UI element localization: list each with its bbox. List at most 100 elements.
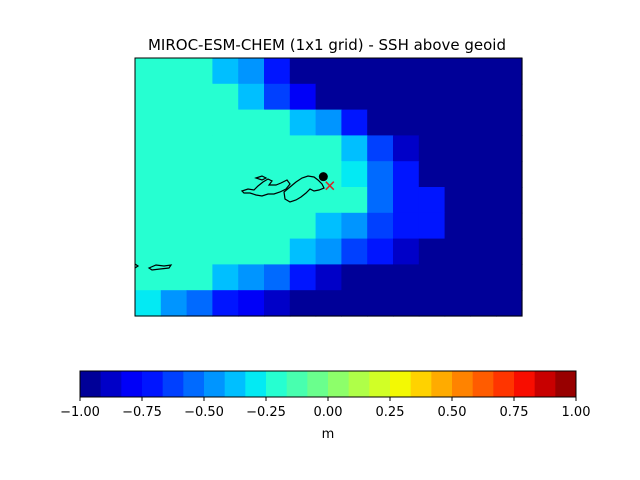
point-marker-circle — [318, 172, 328, 182]
heatmap-cell — [186, 109, 213, 136]
colorbar-segment — [390, 371, 412, 397]
heatmap-cell — [135, 83, 162, 111]
point-marker-x — [325, 181, 335, 191]
heatmap-cell — [212, 212, 239, 240]
heatmap-cell — [289, 58, 317, 85]
heatmap-cell — [135, 238, 162, 265]
heatmap-cell — [393, 58, 420, 85]
heatmap-cell — [160, 187, 188, 214]
map-frame — [134, 57, 523, 317]
colorbar-segment — [472, 371, 494, 397]
heatmap-cell — [496, 135, 523, 162]
heatmap-cell — [160, 109, 188, 136]
chart-title: MIROC-ESM-CHEM (1x1 grid) - SSH above ge… — [148, 36, 506, 54]
heatmap-cell — [264, 264, 291, 291]
heatmap-cell — [238, 212, 265, 240]
heatmap-cell — [496, 238, 523, 265]
heatmap-cell — [393, 238, 420, 265]
heatmap-cell — [367, 187, 394, 214]
heatmap-cell — [470, 161, 497, 188]
heatmap-cell — [393, 212, 420, 240]
heatmap-cell — [418, 212, 446, 240]
heatmap-cell — [238, 58, 265, 85]
heatmap-cell — [212, 109, 239, 136]
colorbar-tick-label: −0.25 — [246, 405, 286, 420]
heatmap-cell — [470, 58, 497, 85]
heatmap-cell — [315, 290, 342, 317]
colorbar-segment — [328, 371, 350, 397]
colorbar-segment — [183, 371, 205, 397]
heatmap-cell — [186, 187, 213, 214]
heatmap-cell — [212, 187, 239, 214]
colorbar-segment — [410, 371, 432, 397]
heatmap-cell — [367, 290, 394, 317]
heatmap-cell — [496, 161, 523, 188]
colorbar-segment — [162, 371, 184, 397]
heatmap-cell — [289, 83, 317, 111]
heatmap-cell — [418, 58, 446, 85]
colorbar-tick-label: 0.50 — [438, 405, 467, 420]
heatmap-cell — [238, 109, 265, 136]
heatmap-cell — [341, 161, 368, 188]
colorbar-tick-label: 0.00 — [314, 405, 343, 420]
heatmap-cell — [367, 58, 394, 85]
heatmap-cell — [444, 161, 471, 188]
colorbar-segment — [80, 371, 102, 397]
heatmap-cell — [444, 212, 471, 240]
heatmap-cell — [186, 238, 213, 265]
heatmap-cell — [315, 238, 342, 265]
heatmap-cell — [135, 161, 162, 188]
heatmap-cell — [393, 109, 420, 136]
heatmap-cell — [135, 58, 162, 85]
heatmap-cell — [341, 264, 368, 291]
heatmap-cell — [135, 135, 162, 162]
heatmap-cell — [289, 290, 317, 317]
heatmap-cell — [444, 135, 471, 162]
heatmap-cell — [418, 135, 446, 162]
colorbar-segment — [431, 371, 453, 397]
heatmap-cell — [186, 264, 213, 291]
heatmap-cell — [393, 187, 420, 214]
heatmap-cell — [496, 212, 523, 240]
heatmap-cell — [186, 212, 213, 240]
heatmap-cell — [264, 109, 291, 136]
heatmap-cell — [418, 290, 446, 317]
heatmap-cell — [160, 212, 188, 240]
colorbar-segment — [100, 371, 122, 397]
heatmap-cell — [341, 187, 368, 214]
heatmap-cell — [186, 58, 213, 85]
heatmap-cell — [238, 290, 265, 317]
heatmap-cell — [470, 135, 497, 162]
heatmap-cell — [393, 161, 420, 188]
heatmap-cell — [470, 187, 497, 214]
colorbar-ticks: −1.00 −0.75 −0.50 −0.25 0.00 0.25 0.50 0.75 1.00 — [60, 397, 590, 420]
heatmap-cell — [264, 212, 291, 240]
heatmap-cell — [238, 264, 265, 291]
heatmap-cell — [341, 83, 368, 111]
heatmap-cell — [418, 187, 446, 214]
heatmap-cell — [444, 264, 471, 291]
colorbar-segment — [266, 371, 288, 397]
heatmap-cell — [186, 161, 213, 188]
colorbar-segment — [555, 371, 577, 397]
colorbar-tick-label: 1.00 — [562, 405, 591, 420]
heatmap-cell — [444, 290, 471, 317]
heatmap-cell — [289, 212, 317, 240]
colorbar: −1.00 −0.75 −0.50 −0.25 0.00 0.25 0.50 0.75 1.00… — [60, 370, 590, 442]
heatmap-cell — [264, 58, 291, 85]
heatmap-cell — [315, 212, 342, 240]
heatmap-cell — [341, 238, 368, 265]
heatmap-cell — [418, 83, 446, 111]
heatmap-cell — [367, 109, 394, 136]
heatmap-cell — [186, 83, 213, 111]
heatmap-cell — [186, 290, 213, 317]
heatmap-cells — [135, 58, 523, 317]
heatmap-cell — [212, 83, 239, 111]
heatmap-cell — [160, 238, 188, 265]
heatmap-cell — [470, 238, 497, 265]
heatmap-cell — [160, 135, 188, 162]
colorbar-segment — [493, 371, 515, 397]
heatmap-cell — [367, 135, 394, 162]
heatmap-cell — [160, 58, 188, 85]
heatmap-cell — [393, 135, 420, 162]
